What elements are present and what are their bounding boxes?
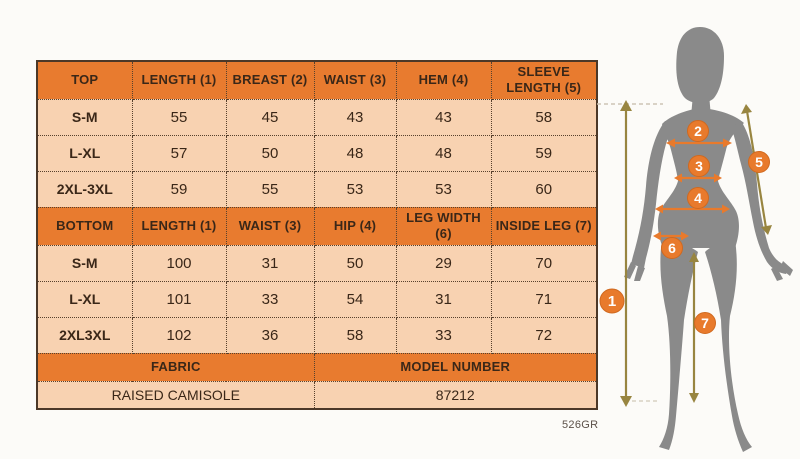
header-cell-hip: HIP (4): [313, 206, 397, 246]
table-cell: 50: [225, 134, 315, 172]
table-cell: 29: [395, 244, 492, 282]
marker-label-4: 4: [694, 190, 702, 206]
table-cell: 54: [313, 280, 397, 318]
fabric-value: RAISED CAMISOLE: [36, 380, 315, 410]
size-label: 2XL3XL: [36, 316, 133, 354]
header-cell-waist: WAIST (3): [313, 60, 397, 100]
header-cell-waist: WAIST (3): [225, 206, 315, 246]
table-cell: 48: [395, 134, 492, 172]
measure-line-4: [655, 204, 730, 214]
measure-line-3: [674, 173, 722, 183]
table-cell: 43: [313, 98, 397, 136]
table-cell: 55: [225, 170, 315, 208]
table-cell: 58: [490, 98, 598, 136]
marker-circle-5: [748, 151, 770, 173]
table-cell: 59: [131, 170, 227, 208]
header-cell-sleeve-length: SLEEVE LENGTH (5): [490, 60, 598, 100]
table-cell: 48: [313, 134, 397, 172]
table-cell: 45: [225, 98, 315, 136]
header-cell-inside-leg: INSIDE LEG (7): [490, 206, 598, 246]
silhouette-right-fingers: [771, 261, 793, 281]
marker-label-2: 2: [694, 123, 702, 139]
footer-label-row: FABRIC MODEL NUMBER: [36, 352, 598, 382]
table-cell: 53: [313, 170, 397, 208]
table-cell: 36: [225, 316, 315, 354]
table-cell: 31: [225, 244, 315, 282]
table-row: 2XL-3XL 59 55 53 53 60: [36, 170, 598, 208]
table-cell: 50: [313, 244, 397, 282]
table-cell: 55: [131, 98, 227, 136]
header-cell-length: LENGTH (1): [131, 206, 227, 246]
table-cell: 101: [131, 280, 227, 318]
size-chart-table: TOP LENGTH (1) BREAST (2) WAIST (3) HEM …: [36, 60, 598, 410]
header-cell-leg-width: LEG WIDTH (6): [395, 206, 492, 246]
header-cell-breast: BREAST (2): [225, 60, 315, 100]
footer-value-row: RAISED CAMISOLE 87212: [36, 380, 598, 410]
marker-circle-6: [661, 237, 683, 259]
header-cell-fabric: FABRIC: [36, 352, 315, 382]
marker-circle-7: [694, 312, 716, 334]
table-cell: 70: [490, 244, 598, 282]
marker-circle-3: [688, 155, 710, 177]
header-cell-length: LENGTH (1): [131, 60, 227, 100]
silhouette-left-leg: [659, 240, 698, 450]
marker-circle-2: [687, 120, 709, 142]
table-row: S-M 100 31 50 29 70: [36, 244, 598, 282]
table-row: 2XL3XL 102 36 58 33 72: [36, 316, 598, 354]
silhouette-head: [676, 27, 724, 104]
size-label: L-XL: [36, 280, 133, 318]
table-cell: 102: [131, 316, 227, 354]
marker-circle-1: [599, 288, 625, 314]
table-cell: 33: [225, 280, 315, 318]
measure-line-2: [666, 138, 732, 148]
size-label: S-M: [36, 244, 133, 282]
marker-label-3: 3: [695, 158, 703, 174]
measurement-figure: 1 2 3 4 5 6 7: [595, 10, 800, 454]
top-header-row: TOP LENGTH (1) BREAST (2) WAIST (3) HEM …: [36, 60, 598, 100]
measure-line-1: [620, 100, 632, 407]
size-label: L-XL: [36, 134, 133, 172]
table-cell: 71: [490, 280, 598, 318]
header-cell-top: TOP: [36, 60, 133, 100]
header-cell-hem: HEM (4): [395, 60, 492, 100]
table-cell: 31: [395, 280, 492, 318]
measure-line-7: [689, 252, 699, 403]
size-label: S-M: [36, 98, 133, 136]
table-row: L-XL 101 33 54 31 71: [36, 280, 598, 318]
marker-label-7: 7: [701, 315, 709, 331]
table-cell: 59: [490, 134, 598, 172]
table-cell: 57: [131, 134, 227, 172]
header-cell-model-number: MODEL NUMBER: [313, 352, 598, 382]
silhouette-right-arm: [731, 121, 789, 274]
table-cell: 53: [395, 170, 492, 208]
silhouette-left-fingers: [624, 262, 645, 281]
table-cell: 43: [395, 98, 492, 136]
measure-markers: 1 2 3 4 5 6 7: [599, 120, 770, 334]
marker-circle-4: [687, 187, 709, 209]
header-cell-bottom: BOTTOM: [36, 206, 133, 246]
body-silhouette-diagram: 1 2 3 4 5 6 7: [597, 27, 793, 452]
size-label: 2XL-3XL: [36, 170, 133, 208]
woman-silhouette: [624, 27, 793, 452]
table-cell: 33: [395, 316, 492, 354]
table-cell: 100: [131, 244, 227, 282]
marker-label-5: 5: [755, 154, 763, 170]
silhouette-right-leg: [705, 240, 752, 452]
table-row: L-XL 57 50 48 48 59: [36, 134, 598, 172]
measure-line-6: [653, 231, 689, 241]
marker-label-6: 6: [668, 240, 676, 256]
watermark-code: 526GR: [562, 419, 599, 431]
table-cell: 72: [490, 316, 598, 354]
table-row: S-M 55 45 43 43 58: [36, 98, 598, 136]
silhouette-left-arm: [631, 121, 676, 268]
table-cell: 58: [313, 316, 397, 354]
table-cell: 60: [490, 170, 598, 208]
marker-label-1: 1: [608, 293, 616, 310]
model-number-value: 87212: [313, 380, 598, 410]
bottom-header-row: BOTTOM LENGTH (1) WAIST (3) HIP (4) LEG …: [36, 206, 598, 246]
